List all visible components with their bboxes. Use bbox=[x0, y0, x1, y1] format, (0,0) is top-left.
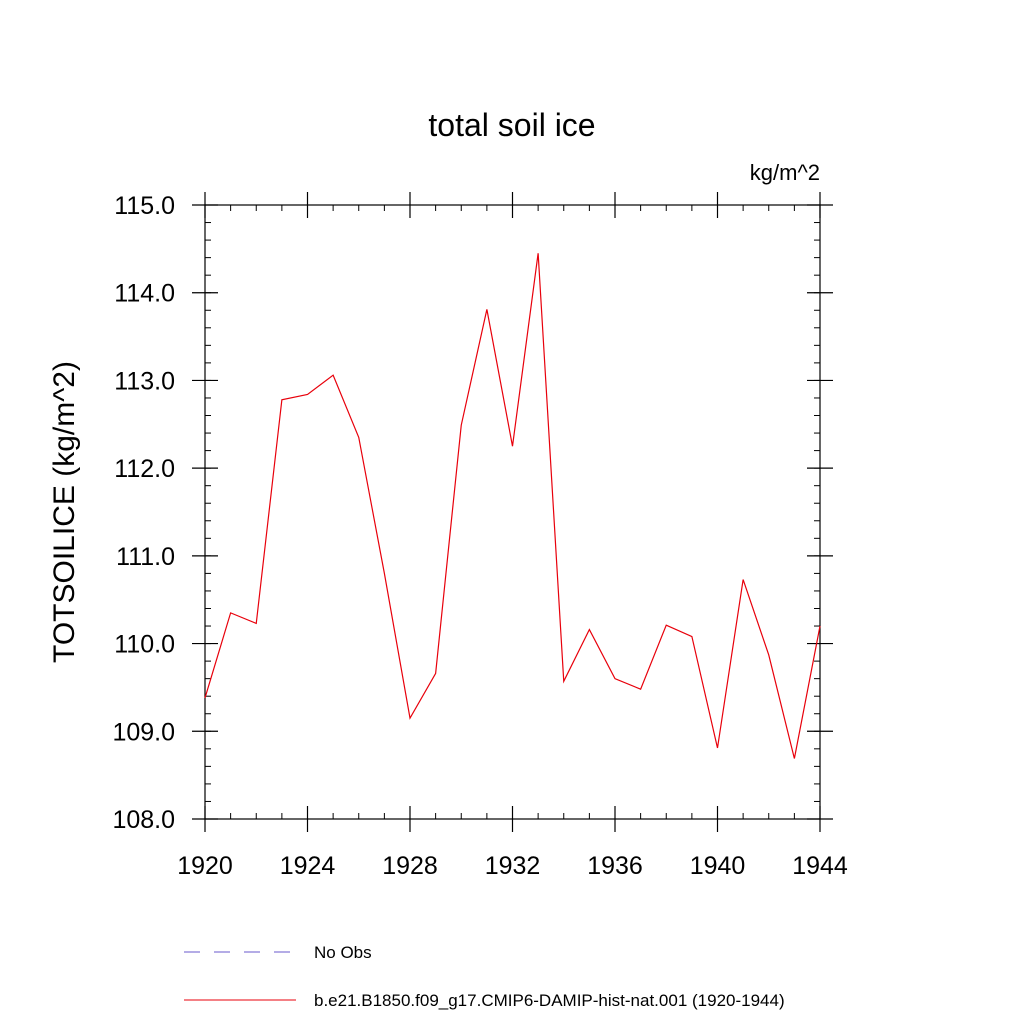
y-tick-label: 109.0 bbox=[112, 718, 175, 746]
chart-title: total soil ice bbox=[428, 107, 595, 143]
x-tick-label: 1924 bbox=[280, 852, 336, 880]
legend: No Obs b.e21.B1850.f09_g17.CMIP6-DAMIP-h… bbox=[184, 943, 785, 1010]
y-tick-label: 115.0 bbox=[114, 192, 175, 220]
x-axis: 1920 1924 1928 1932 1936 1940 1944 bbox=[177, 192, 848, 880]
units-label: kg/m^2 bbox=[750, 160, 820, 185]
y-tick-label: 111.0 bbox=[116, 543, 175, 571]
y-tick-label: 113.0 bbox=[114, 367, 175, 395]
legend-label-no-obs: No Obs bbox=[314, 943, 372, 962]
series-layer bbox=[204, 253, 821, 759]
y-tick-label: 114.0 bbox=[114, 280, 175, 308]
y-axis-label: TOTSOILICE (kg/m^2) bbox=[48, 361, 81, 663]
legend-label-series: b.e21.B1850.f09_g17.CMIP6-DAMIP-hist-nat… bbox=[314, 991, 785, 1010]
x-tick-label: 1928 bbox=[382, 852, 438, 880]
x-tick-label: 1932 bbox=[485, 852, 541, 880]
x-tick-label: 1940 bbox=[690, 852, 746, 880]
y-axis: 108.0 109.0 110.0 111.0 112.0 113.0 114.0 115.0 bbox=[112, 192, 833, 834]
x-tick-label: 1920 bbox=[177, 852, 233, 880]
x-tick-label: 1936 bbox=[587, 852, 643, 880]
y-tick-label: 110.0 bbox=[114, 631, 175, 659]
y-tick-label: 108.0 bbox=[112, 806, 175, 834]
y-tick-label: 112.0 bbox=[114, 455, 175, 483]
plot-frame bbox=[204, 204, 821, 820]
x-tick-label: 1944 bbox=[792, 852, 848, 880]
series-line-0 bbox=[204, 253, 821, 759]
